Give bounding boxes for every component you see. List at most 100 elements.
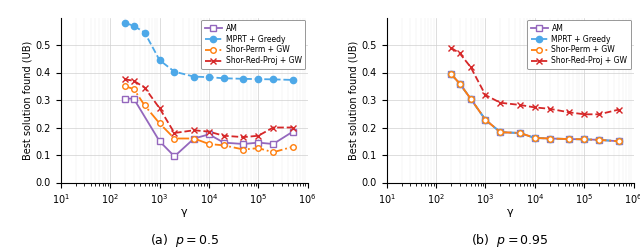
AM [121, 97, 129, 100]
AM [482, 118, 490, 121]
Y-axis label: Best solution found (UB): Best solution found (UB) [23, 40, 33, 160]
MPRT + Greedy [205, 76, 212, 79]
Line: MPRT + Greedy: MPRT + Greedy [122, 20, 296, 83]
Shor-Perm + GW [205, 142, 212, 146]
AM [289, 130, 297, 133]
X-axis label: γ: γ [507, 208, 513, 218]
Text: (b)  $p = 0.95$: (b) $p = 0.95$ [471, 232, 549, 249]
AM [190, 137, 198, 140]
Line: MPRT + Greedy: MPRT + Greedy [448, 71, 622, 144]
Shor-Red-Proj + GW [220, 134, 228, 137]
Shor-Perm + GW [121, 85, 129, 88]
MPRT + Greedy [190, 75, 198, 78]
Shor-Perm + GW [239, 148, 247, 151]
Line: AM: AM [448, 71, 621, 144]
Line: AM: AM [122, 96, 296, 159]
Shor-Perm + GW [467, 97, 474, 100]
Shor-Perm + GW [566, 138, 573, 140]
MPRT + Greedy [171, 70, 179, 73]
Shor-Perm + GW [580, 138, 588, 141]
Shor-Perm + GW [220, 144, 228, 147]
Shor-Red-Proj + GW [467, 66, 474, 68]
MPRT + Greedy [580, 138, 588, 141]
X-axis label: γ: γ [181, 208, 188, 218]
MPRT + Greedy [269, 78, 277, 81]
AM [156, 140, 163, 143]
AM [171, 155, 179, 158]
Line: Shor-Perm + GW: Shor-Perm + GW [448, 71, 621, 144]
Shor-Red-Proj + GW [595, 113, 603, 116]
AM [546, 137, 554, 140]
MPRT + Greedy [456, 82, 463, 85]
Shor-Perm + GW [595, 138, 603, 141]
Shor-Red-Proj + GW [156, 107, 163, 110]
MPRT + Greedy [121, 22, 129, 25]
MPRT + Greedy [497, 131, 504, 134]
AM [130, 97, 138, 100]
Shor-Red-Proj + GW [121, 78, 129, 81]
MPRT + Greedy [255, 78, 262, 80]
MPRT + Greedy [130, 24, 138, 27]
AM [497, 131, 504, 134]
AM [531, 136, 539, 140]
Shor-Perm + GW [482, 118, 490, 121]
AM [239, 142, 247, 146]
MPRT + Greedy [239, 77, 247, 80]
Shor-Red-Proj + GW [447, 46, 455, 49]
Shor-Perm + GW [130, 88, 138, 90]
MPRT + Greedy [141, 31, 148, 34]
Shor-Perm + GW [497, 131, 504, 134]
Shor-Red-Proj + GW [255, 134, 262, 137]
Shor-Red-Proj + GW [580, 113, 588, 116]
AM [269, 142, 277, 146]
Legend: AM, MPRT + Greedy, Shor-Perm + GW, Shor-Red-Proj + GW: AM, MPRT + Greedy, Shor-Perm + GW, Shor-… [201, 20, 305, 69]
Shor-Red-Proj + GW [239, 136, 247, 138]
Shor-Perm + GW [516, 132, 524, 134]
Shor-Red-Proj + GW [516, 104, 524, 106]
MPRT + Greedy [516, 132, 524, 134]
Shor-Perm + GW [156, 122, 163, 125]
AM [220, 141, 228, 144]
AM [595, 138, 603, 141]
MPRT + Greedy [220, 77, 228, 80]
Line: Shor-Red-Proj + GW: Shor-Red-Proj + GW [122, 76, 296, 140]
Y-axis label: Best solution found (UB): Best solution found (UB) [349, 40, 359, 160]
Shor-Perm + GW [447, 72, 455, 76]
Shor-Red-Proj + GW [546, 107, 554, 110]
Shor-Perm + GW [456, 82, 463, 85]
Shor-Red-Proj + GW [566, 111, 573, 114]
Legend: AM, MPRT + Greedy, Shor-Perm + GW, Shor-Red-Proj + GW: AM, MPRT + Greedy, Shor-Perm + GW, Shor-… [527, 20, 631, 69]
AM [516, 132, 524, 134]
Line: Shor-Perm + GW: Shor-Perm + GW [122, 84, 296, 155]
Shor-Red-Proj + GW [130, 79, 138, 82]
AM [566, 138, 573, 140]
Shor-Red-Proj + GW [456, 52, 463, 55]
Shor-Perm + GW [269, 151, 277, 154]
AM [456, 82, 463, 85]
AM [255, 141, 262, 144]
Shor-Red-Proj + GW [205, 130, 212, 133]
AM [205, 133, 212, 136]
AM [580, 138, 588, 141]
MPRT + Greedy [566, 138, 573, 140]
AM [447, 72, 455, 76]
MPRT + Greedy [289, 78, 297, 82]
Shor-Red-Proj + GW [615, 108, 623, 111]
Shor-Perm + GW [171, 137, 179, 140]
Text: (a)  $p = 0.5$: (a) $p = 0.5$ [150, 232, 219, 249]
Shor-Red-Proj + GW [531, 106, 539, 109]
Shor-Red-Proj + GW [289, 126, 297, 129]
Shor-Perm + GW [615, 140, 623, 143]
Shor-Perm + GW [289, 145, 297, 148]
Shor-Red-Proj + GW [171, 132, 179, 134]
Shor-Perm + GW [255, 146, 262, 150]
MPRT + Greedy [531, 136, 539, 140]
Shor-Perm + GW [531, 136, 539, 140]
MPRT + Greedy [615, 140, 623, 143]
Shor-Red-Proj + GW [269, 126, 277, 129]
Shor-Perm + GW [141, 104, 148, 107]
Shor-Red-Proj + GW [497, 101, 504, 104]
MPRT + Greedy [467, 97, 474, 100]
Line: Shor-Red-Proj + GW: Shor-Red-Proj + GW [447, 44, 622, 118]
AM [615, 140, 623, 143]
